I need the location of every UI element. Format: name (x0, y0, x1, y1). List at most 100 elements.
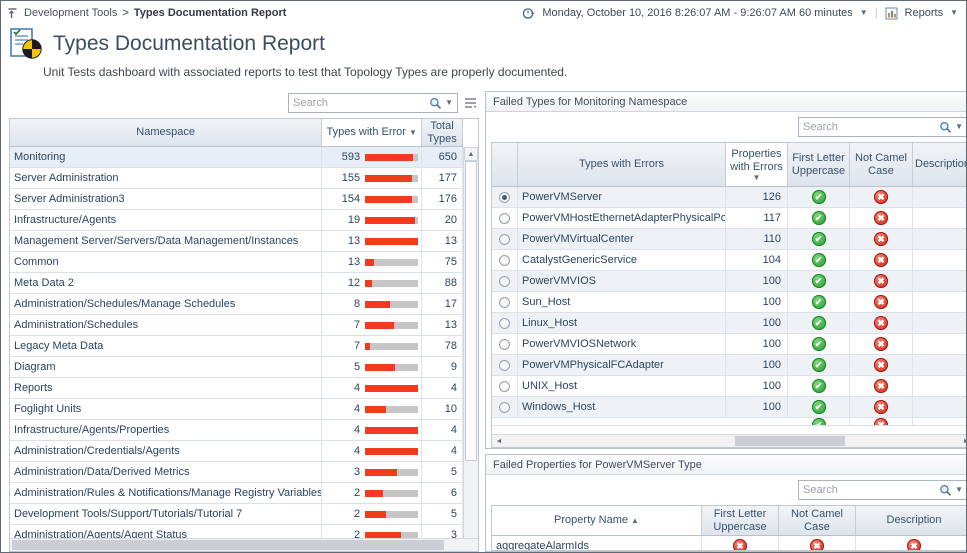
failed-types-horizontal-scrollbar[interactable]: ◄ ► (492, 434, 966, 447)
table-row[interactable]: Foglight Units 4 10 (10, 399, 463, 420)
radio-button[interactable] (499, 338, 510, 350)
table-row[interactable]: PowerVMVirtualCenter 110 ✔ ✖ (492, 229, 966, 250)
table-row[interactable]: Sun_Host 100 ✔ ✖ (492, 292, 966, 313)
search-input[interactable] (799, 484, 940, 496)
scrollbar-thumb[interactable] (735, 436, 845, 446)
table-row[interactable]: Diagram 5 9 (10, 357, 463, 378)
search-options-caret-icon[interactable]: ▼ (445, 98, 453, 107)
namespace-vertical-scrollbar[interactable]: ▲ (463, 147, 478, 538)
error-ratio-bar (365, 258, 419, 266)
error-ratio-bar (365, 363, 419, 371)
search-input[interactable] (289, 97, 430, 109)
error-count: 2 (353, 508, 361, 520)
reports-menu-label[interactable]: Reports (904, 7, 944, 19)
table-row[interactable]: Administration/Schedules 7 13 (10, 315, 463, 336)
column-header-namespace[interactable]: Namespace (10, 119, 323, 146)
table-row[interactable]: ✔ ✖ (492, 418, 966, 426)
table-row[interactable]: Administration/Credentials/Agents 4 4 (10, 441, 463, 462)
time-range-caret-icon[interactable]: ▼ (859, 8, 868, 17)
sort-asc-icon: ▲ (631, 515, 639, 525)
table-row[interactable]: Meta Data 2 12 88 (10, 273, 463, 294)
radio-button[interactable] (499, 191, 510, 203)
radio-button[interactable] (499, 317, 510, 329)
scrollbar-thumb[interactable] (12, 540, 444, 550)
column-header-description[interactable]: Description (856, 506, 966, 535)
table-row[interactable]: Server Administration 155 177 (10, 168, 463, 189)
table-row[interactable]: Reports 4 4 (10, 378, 463, 399)
table-row[interactable]: Development Tools/Support/Tutorials/Tuto… (10, 504, 463, 525)
table-row[interactable]: PowerVMPhysicalFCAdapter 100 ✔ ✖ (492, 355, 966, 376)
total-types-cell: 13 (422, 231, 463, 251)
radio-button[interactable] (499, 401, 510, 413)
column-header-selector (492, 143, 518, 186)
column-header-types-with-error[interactable]: Types with Error ▼ (322, 119, 423, 146)
top-bar: Development Tools > Types Documentation … (1, 1, 966, 25)
failed-types-panel: Failed Types for Monitoring Namespace ▲ (485, 91, 966, 449)
scroll-up-icon[interactable]: ▲ (464, 147, 478, 161)
scrollbar-thumb[interactable] (465, 161, 477, 461)
radio-button[interactable] (499, 359, 510, 371)
table-row[interactable]: Legacy Meta Data 7 78 (10, 336, 463, 357)
column-header-types-with-errors[interactable]: Types with Errors (518, 143, 726, 186)
column-header-not-camel-case[interactable]: Not Camel Case (850, 143, 913, 186)
column-header-first-letter-uppercase[interactable]: First Letter Uppercase (702, 506, 779, 535)
time-range-label[interactable]: Monday, October 10, 2016 8:26:07 AM - 9:… (542, 7, 853, 19)
type-name-cell: Windows_Host (518, 397, 726, 417)
table-row[interactable]: PowerVMHostEthernetAdapterPhysicalPort 11… (492, 208, 966, 229)
table-row[interactable]: UNIX_Host 100 ✔ ✖ (492, 376, 966, 397)
first-letter-uppercase-cell: ✔ (788, 292, 850, 312)
table-row[interactable]: PowerVMServer 126 ✔ ✖ (492, 187, 966, 208)
radio-button[interactable] (499, 233, 510, 245)
table-row[interactable]: Infrastructure/Agents/Properties 4 4 (10, 420, 463, 441)
failed-properties-toolbar: ▼ (491, 478, 966, 502)
radio-button[interactable] (499, 275, 510, 287)
fail-icon: ✖ (874, 358, 888, 372)
table-row[interactable]: Infrastructure/Agents 19 20 (10, 210, 463, 231)
table-row[interactable]: Administration/Schedules/Manage Schedule… (10, 294, 463, 315)
radio-button[interactable] (499, 212, 510, 224)
namespace-cell: Monitoring (10, 147, 323, 167)
first-letter-uppercase-cell: ✖ (702, 536, 779, 550)
table-row[interactable]: PowerVMVIOS 100 ✔ ✖ (492, 271, 966, 292)
table-row[interactable]: CatalystGenericService 104 ✔ ✖ (492, 250, 966, 271)
table-row[interactable]: aggregateAlarmIds ✖ ✖ ✖ (492, 536, 966, 550)
breadcrumb-up-icon[interactable] (7, 7, 19, 19)
errors-cell: 8 (322, 294, 423, 314)
column-header-not-camel-case[interactable]: Not Camel Case (779, 506, 856, 535)
pass-icon: ✔ (811, 232, 826, 246)
radio-button[interactable] (499, 380, 510, 392)
scroll-left-icon[interactable]: ◄ (495, 437, 503, 445)
search-options-caret-icon[interactable]: ▼ (955, 485, 964, 494)
radio-button[interactable] (499, 254, 510, 266)
failed-types-title: Failed Types for Monitoring Namespace (493, 95, 688, 108)
column-header-properties-with-errors[interactable]: Properties with Errors ▼ (726, 143, 788, 186)
table-row[interactable]: Linux_Host 100 ✔ ✖ (492, 313, 966, 334)
table-row[interactable]: Administration/Rules & Notifications/Man… (10, 483, 463, 504)
column-header-description[interactable]: Description (913, 143, 966, 186)
radio-button[interactable] (499, 296, 510, 308)
reports-caret-icon[interactable]: ▼ (950, 8, 958, 17)
table-row[interactable]: Windows_Host 100 ✔ ✖ (492, 397, 966, 418)
table-row[interactable]: Common 13 75 (10, 252, 463, 273)
table-customizer-icon[interactable] (463, 96, 478, 110)
search-options-caret-icon[interactable]: ▼ (955, 122, 964, 131)
search-icon[interactable] (429, 97, 442, 110)
column-header-property-name[interactable]: Property Name ▲ (492, 506, 702, 535)
table-row[interactable]: Monitoring 593 650 (10, 147, 463, 168)
scroll-right-icon[interactable]: ► (959, 435, 966, 447)
search-icon[interactable] (939, 121, 952, 134)
column-header-first-letter-uppercase[interactable]: First Letter Uppercase (788, 143, 850, 186)
topbar-right: Monday, October 10, 2016 8:26:07 AM - 9:… (522, 7, 958, 20)
table-row[interactable]: Management Server/Servers/Data Managemen… (10, 231, 463, 252)
fail-icon: ✖ (733, 539, 747, 550)
search-icon[interactable] (939, 484, 952, 497)
breadcrumb-parent[interactable]: Development Tools (24, 7, 118, 19)
namespace-horizontal-scrollbar[interactable] (10, 538, 478, 551)
search-input[interactable] (799, 121, 940, 133)
total-types-cell: 4 (422, 378, 463, 398)
table-row[interactable]: Administration/Data/Derived Metrics 3 5 (10, 462, 463, 483)
table-row[interactable]: Server Administration3 154 176 (10, 189, 463, 210)
column-header-total-types[interactable]: Total Types (422, 119, 463, 146)
table-row[interactable]: PowerVMVIOSNetwork 100 ✔ ✖ (492, 334, 966, 355)
row-selector-cell (492, 271, 518, 291)
